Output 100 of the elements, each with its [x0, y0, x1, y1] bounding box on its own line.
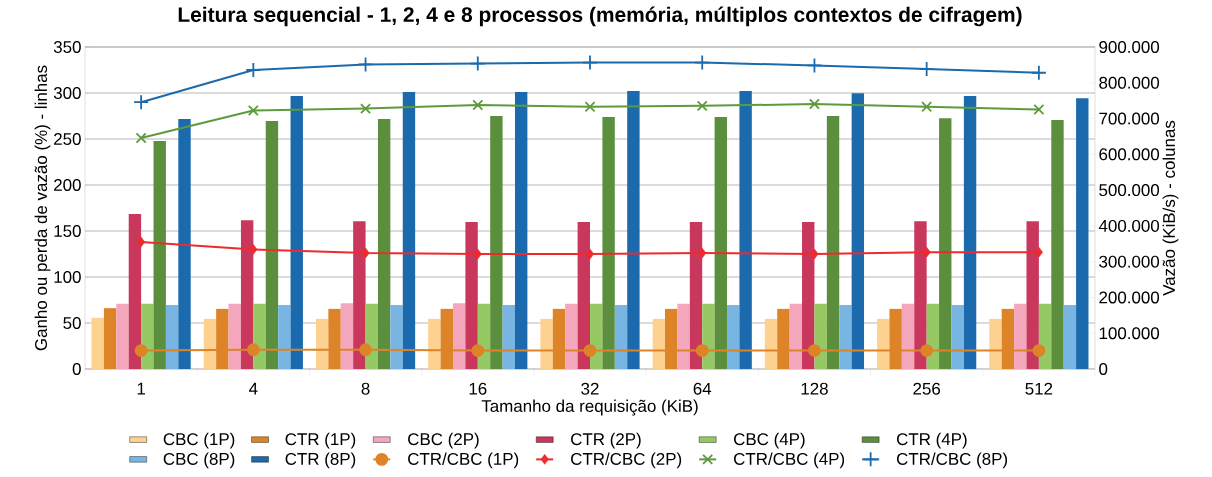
legend-label: CTR/CBC (1P)	[408, 452, 519, 469]
bar	[764, 318, 778, 369]
bar	[502, 304, 515, 369]
bar	[116, 303, 129, 369]
bar	[839, 304, 852, 369]
bar	[465, 221, 478, 369]
point	[1034, 246, 1043, 258]
y-tick-label: 200	[54, 178, 81, 191]
y-tick-label: 250	[54, 132, 81, 145]
point	[1033, 104, 1045, 116]
x-tick-label: 32	[581, 382, 599, 395]
bar	[203, 318, 217, 369]
point	[695, 344, 709, 357]
x-tick-label: 64	[693, 382, 712, 395]
x-tick-label: 8	[361, 382, 370, 395]
bar	[1014, 303, 1027, 369]
point	[134, 344, 148, 357]
point	[245, 62, 262, 78]
bar	[390, 304, 403, 369]
bar	[851, 93, 865, 369]
bar	[877, 318, 890, 369]
bar	[1063, 304, 1077, 369]
bar	[577, 221, 590, 369]
x-tick-label: 1	[137, 382, 146, 395]
bar	[627, 91, 640, 369]
y-tick-label: 50	[63, 316, 81, 329]
point	[806, 57, 823, 74]
bar	[340, 303, 354, 369]
bar	[315, 318, 329, 369]
bar	[677, 303, 690, 369]
bar	[153, 141, 166, 369]
point	[360, 103, 372, 115]
bar	[727, 304, 740, 369]
bar	[1076, 98, 1089, 369]
y2-tick-label: 900.000	[1099, 40, 1160, 53]
point	[808, 344, 821, 357]
point	[920, 344, 934, 357]
y-tick-label: 300	[53, 86, 81, 99]
y2-tick-label: 600.000	[1099, 148, 1160, 161]
point	[246, 343, 260, 357]
bar	[165, 304, 179, 369]
y2-tick-label: 800.000	[1099, 76, 1160, 89]
point	[137, 236, 146, 248]
point	[808, 98, 820, 110]
legend-label: CTR/CBC (2P)	[571, 452, 682, 469]
bar	[490, 116, 503, 369]
chart-title: Leitura sequencial - 1, 2, 4 e 8 processos (memória, múltiplos contextos de cifragem)	[178, 6, 1022, 27]
point	[810, 248, 819, 260]
bar	[240, 220, 254, 369]
bar	[377, 118, 391, 369]
bar	[452, 303, 466, 369]
point	[694, 54, 711, 71]
legend-label: CTR (1P)	[285, 432, 356, 449]
x-tick-label: 512	[1025, 382, 1053, 395]
bar	[253, 303, 266, 369]
point	[469, 55, 486, 72]
legend-label: CBC (2P)	[408, 432, 479, 449]
bar	[540, 318, 553, 369]
x-tick-label: 256	[913, 382, 941, 395]
point	[918, 61, 935, 77]
y2-tick-label: 100.000	[1099, 327, 1160, 340]
bar	[802, 221, 815, 369]
bar	[228, 303, 241, 369]
point	[922, 246, 931, 258]
point	[135, 132, 147, 144]
y2-tick-label: 500.000	[1099, 184, 1160, 197]
y-tick-label: 150	[54, 224, 81, 237]
bar	[914, 221, 927, 369]
bar	[826, 116, 840, 369]
point	[133, 94, 150, 111]
point	[472, 99, 484, 111]
bar	[901, 303, 915, 369]
x-tick-label: 4	[249, 382, 258, 395]
legend-label: CTR/CBC (8P)	[896, 452, 1008, 469]
y2-axis-title: Vazão (KiB/s) - colunas	[1162, 120, 1179, 296]
point	[359, 343, 372, 357]
bar	[1051, 119, 1064, 369]
bar	[939, 118, 952, 369]
bar	[989, 318, 1002, 369]
y-axis-title: Ganho ou perda de vazão (%) - linhas	[34, 65, 51, 351]
bar	[652, 318, 666, 369]
bar	[290, 96, 303, 369]
legend-label: CTR (4P)	[896, 432, 967, 449]
y-tick-label: 100	[54, 270, 81, 283]
bar	[714, 117, 728, 369]
legend-label: CTR/CBC (4P)	[734, 452, 845, 469]
y2-tick-label: 300.000	[1099, 255, 1160, 268]
y2-tick-label: 0	[1099, 362, 1108, 375]
point	[582, 54, 598, 71]
bar	[789, 303, 803, 369]
point	[249, 244, 258, 255]
bar	[278, 304, 291, 369]
bar	[614, 304, 628, 369]
bar	[402, 92, 416, 369]
legend-label: CTR (2P)	[571, 432, 641, 449]
legend-label: CBC (1P)	[163, 432, 235, 449]
x-tick-label: 16	[469, 382, 487, 395]
y2-tick-label: 400.000	[1098, 219, 1160, 232]
point	[698, 247, 707, 259]
legend-label: CTR (8P)	[285, 452, 356, 469]
